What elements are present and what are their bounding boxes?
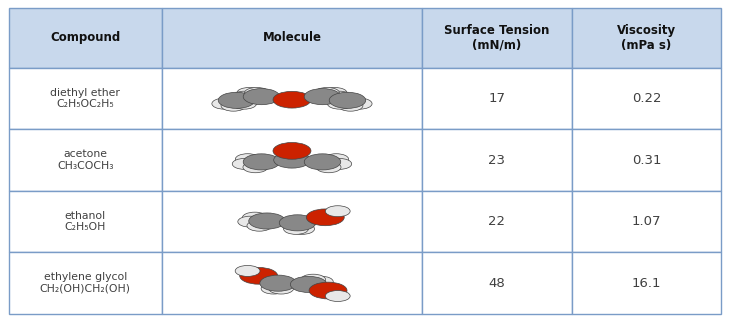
Bar xyxy=(162,8,422,68)
Bar xyxy=(422,191,572,252)
Bar xyxy=(572,191,721,252)
Circle shape xyxy=(235,154,260,165)
Circle shape xyxy=(247,220,272,231)
Circle shape xyxy=(243,154,280,170)
Circle shape xyxy=(327,158,352,169)
Text: 17: 17 xyxy=(488,92,505,105)
Bar xyxy=(162,68,422,129)
Text: Compound: Compound xyxy=(50,31,120,44)
Bar xyxy=(572,129,721,191)
Circle shape xyxy=(232,158,257,169)
Circle shape xyxy=(304,154,341,170)
Circle shape xyxy=(238,216,263,227)
Text: Molecule: Molecule xyxy=(263,31,321,44)
Text: 23: 23 xyxy=(488,154,505,166)
Bar xyxy=(422,8,572,68)
Bar xyxy=(422,68,572,129)
Text: 1.07: 1.07 xyxy=(631,215,661,228)
Bar xyxy=(9,129,162,191)
Text: ethylene glycol
CH₂(OH)CH₂(OH): ethylene glycol CH₂(OH)CH₂(OH) xyxy=(40,272,131,294)
Circle shape xyxy=(309,282,347,299)
Circle shape xyxy=(326,206,350,217)
Circle shape xyxy=(249,213,285,229)
Text: 0.22: 0.22 xyxy=(631,92,661,105)
Circle shape xyxy=(221,100,246,111)
Circle shape xyxy=(324,154,349,165)
Circle shape xyxy=(269,283,293,294)
Circle shape xyxy=(260,275,296,291)
Bar xyxy=(572,252,721,314)
Circle shape xyxy=(301,274,326,285)
Text: acetone
CH₃COCH₃: acetone CH₃COCH₃ xyxy=(57,149,114,171)
Text: Surface Tension
(mN/m): Surface Tension (mN/m) xyxy=(444,24,550,52)
Text: 22: 22 xyxy=(488,215,505,228)
Circle shape xyxy=(308,276,333,287)
Text: diethyl ether
C₂H₅OC₂H₅: diethyl ether C₂H₅OC₂H₅ xyxy=(50,88,120,109)
Circle shape xyxy=(329,92,366,109)
Text: 48: 48 xyxy=(488,277,505,290)
Circle shape xyxy=(327,91,352,102)
Circle shape xyxy=(273,143,311,159)
Circle shape xyxy=(283,223,308,234)
Text: 16.1: 16.1 xyxy=(631,277,661,290)
Circle shape xyxy=(338,100,363,111)
Circle shape xyxy=(232,91,257,102)
Circle shape xyxy=(291,276,327,292)
Bar xyxy=(9,252,162,314)
Bar xyxy=(9,191,162,252)
Circle shape xyxy=(347,98,372,109)
Circle shape xyxy=(237,88,261,99)
Bar xyxy=(9,8,162,68)
Circle shape xyxy=(315,88,339,99)
Circle shape xyxy=(218,92,255,109)
Bar xyxy=(162,252,422,314)
Bar xyxy=(572,8,721,68)
Text: ethanol
C₂H₅OH: ethanol C₂H₅OH xyxy=(65,211,106,232)
Circle shape xyxy=(212,98,237,109)
Circle shape xyxy=(239,268,277,284)
Text: Viscosity
(mPa s): Viscosity (mPa s) xyxy=(617,24,676,52)
Circle shape xyxy=(328,98,353,109)
Circle shape xyxy=(304,89,341,105)
Circle shape xyxy=(322,88,347,99)
Text: 0.31: 0.31 xyxy=(631,154,661,166)
Circle shape xyxy=(307,209,345,226)
Bar xyxy=(572,68,721,129)
Bar xyxy=(422,129,572,191)
Bar xyxy=(422,252,572,314)
Bar xyxy=(162,191,422,252)
Circle shape xyxy=(316,162,341,173)
Circle shape xyxy=(231,98,256,109)
Bar xyxy=(9,68,162,129)
Circle shape xyxy=(290,223,315,234)
Circle shape xyxy=(274,152,310,168)
Circle shape xyxy=(326,290,350,301)
Circle shape xyxy=(280,215,316,231)
Bar xyxy=(162,129,422,191)
Circle shape xyxy=(235,265,260,276)
Circle shape xyxy=(245,88,269,99)
Circle shape xyxy=(261,283,286,294)
Circle shape xyxy=(273,91,311,108)
Circle shape xyxy=(243,162,268,173)
Circle shape xyxy=(242,212,267,223)
Circle shape xyxy=(243,89,280,105)
